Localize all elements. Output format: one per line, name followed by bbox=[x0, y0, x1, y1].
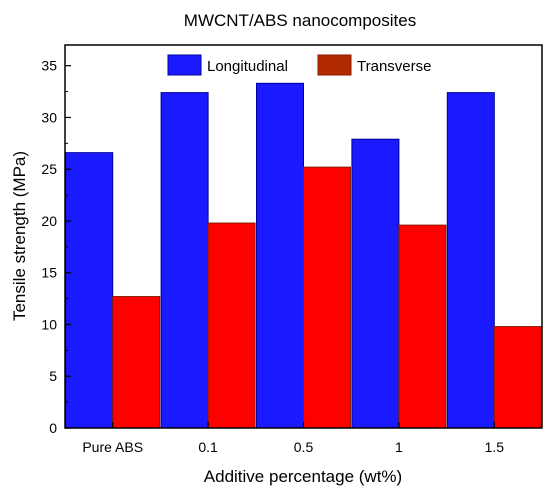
x-tick-label: Pure ABS bbox=[82, 439, 143, 455]
bar-longitudinal-3 bbox=[351, 138, 400, 429]
y-axis-label: Tensile strength (MPa) bbox=[10, 151, 29, 321]
bar-transverse-1 bbox=[207, 222, 256, 429]
bar-transverse-2 bbox=[303, 166, 351, 429]
bar-transverse-0 bbox=[112, 296, 161, 429]
x-tick-label: 1 bbox=[395, 439, 403, 455]
bar-longitudinal-2 bbox=[256, 82, 304, 429]
bar-longitudinal-0 bbox=[65, 152, 114, 429]
y-axis: 0 5 10 15 20 25 30 35 bbox=[41, 58, 71, 436]
legend-label-longitudinal: Longitudinal bbox=[207, 58, 288, 75]
legend-swatch-transverse bbox=[317, 54, 352, 76]
x-axis: Pure ABS 0.1 0.5 1 1.5 bbox=[82, 422, 504, 455]
x-tick-label: 0.5 bbox=[294, 439, 314, 455]
legend: Longitudinal Transverse bbox=[167, 54, 431, 76]
y-tick-label: 0 bbox=[49, 420, 57, 436]
bar-transverse-3 bbox=[398, 224, 447, 429]
bar-transverse-4 bbox=[493, 326, 542, 429]
y-tick-label: 30 bbox=[41, 109, 57, 125]
x-tick-label: 0.1 bbox=[198, 439, 218, 455]
x-axis-label: Additive percentage (wt%) bbox=[204, 467, 402, 486]
chart-title: MWCNT/ABS nanocomposites bbox=[184, 11, 416, 30]
legend-label-transverse: Transverse bbox=[357, 58, 431, 75]
bar-longitudinal-4 bbox=[446, 92, 495, 429]
y-tick-label: 10 bbox=[41, 316, 57, 332]
y-tick-label: 25 bbox=[41, 161, 57, 177]
legend-swatch-longitudinal bbox=[167, 54, 202, 76]
y-tick-label: 35 bbox=[41, 58, 57, 74]
bar-longitudinal-1 bbox=[160, 92, 209, 429]
y-tick-label: 5 bbox=[49, 368, 57, 384]
y-tick-label: 20 bbox=[41, 213, 57, 229]
bars-layer bbox=[65, 82, 542, 429]
x-tick-label: 1.5 bbox=[485, 439, 505, 455]
y-tick-label: 15 bbox=[41, 265, 57, 281]
